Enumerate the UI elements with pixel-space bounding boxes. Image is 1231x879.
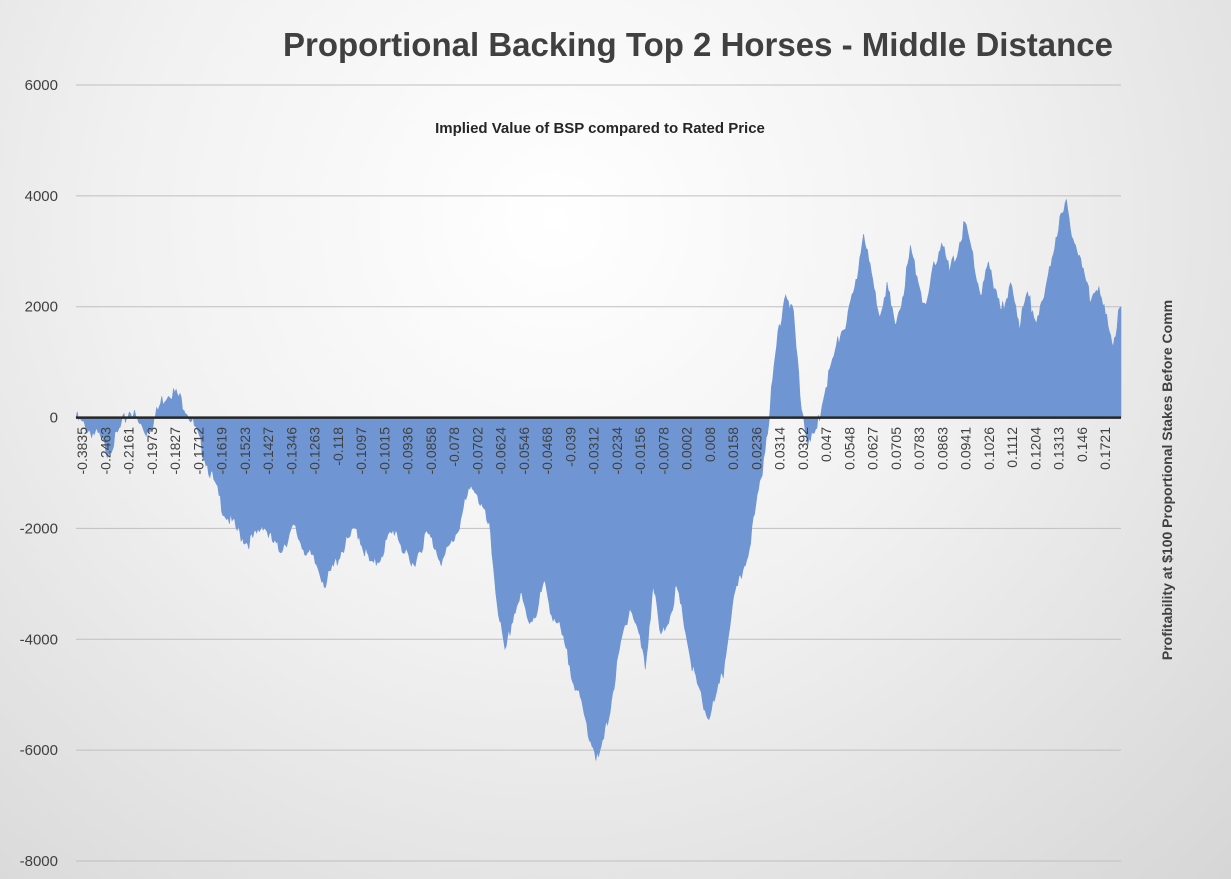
y-tick-label: -4000 — [20, 631, 58, 648]
x-tick-label: -0.0312 — [586, 427, 602, 475]
x-tick-label: -0.118 — [330, 427, 346, 466]
x-tick-label: -0.1712 — [190, 427, 206, 475]
x-tick-label: 0.0002 — [679, 427, 695, 470]
x-tick-label: -0.1827 — [167, 427, 183, 475]
x-tick-label: -0.3835 — [74, 427, 90, 475]
x-tick-label: -0.1263 — [307, 427, 323, 475]
x-tick-label: 0.0863 — [934, 427, 950, 470]
x-tick-label: -0.1523 — [237, 427, 253, 475]
x-tick-label: -0.078 — [446, 427, 462, 467]
x-tick-label: 0.0941 — [958, 427, 974, 470]
x-tick-label: -0.0702 — [469, 427, 485, 475]
x-tick-label: -0.0234 — [609, 427, 625, 475]
x-tick-label: -0.1427 — [260, 427, 276, 475]
x-tick-label: 0.0627 — [865, 427, 881, 470]
x-tick-label: 0.0783 — [911, 427, 927, 470]
x-tick-label: -0.1619 — [214, 427, 230, 475]
x-tick-label: -0.0858 — [423, 427, 439, 475]
x-tick-label: 0.146 — [1074, 427, 1090, 462]
x-tick-label: -0.039 — [562, 427, 578, 467]
chart-title: Proportional Backing Top 2 Horses - Midd… — [282, 26, 1114, 63]
x-tick-label: 0.0314 — [772, 427, 788, 470]
x-tick-label: -0.0468 — [539, 427, 555, 475]
x-tick-label: -0.1015 — [376, 427, 392, 475]
x-tick-label: 0.1026 — [981, 427, 997, 470]
x-tick-label: 0.0548 — [841, 427, 857, 470]
y-tick-label: 0 — [50, 410, 58, 427]
x-tick-label: 0.047 — [818, 427, 834, 462]
x-tick-label: -0.0936 — [400, 427, 416, 475]
y-axis-label: Profitability at $100 Proportional Stake… — [1159, 300, 1175, 660]
x-tick-label: -0.1973 — [144, 427, 160, 475]
x-tick-label: 0.1721 — [1097, 427, 1113, 470]
x-tick-label: -0.0156 — [632, 427, 648, 475]
x-tick-label: 0.1313 — [1051, 427, 1067, 470]
y-tick-label: -6000 — [20, 742, 58, 759]
x-tick-label: 0.008 — [702, 427, 718, 462]
series-area — [75, 199, 1122, 761]
x-tick-label: -0.1346 — [283, 427, 299, 475]
x-tick-label: -0.0624 — [493, 427, 509, 475]
x-tick-label: -0.0078 — [655, 427, 671, 475]
chart-subtitle: Implied Value of BSP compared to Rated P… — [435, 120, 765, 137]
x-tick-label: -0.1097 — [353, 427, 369, 475]
x-tick-label: -0.2161 — [121, 427, 137, 475]
y-tick-label: -8000 — [20, 853, 58, 870]
x-tick-label: 0.0392 — [795, 427, 811, 470]
x-tick-label: -0.0546 — [516, 427, 532, 475]
y-tick-label: 6000 — [25, 77, 58, 94]
x-tick-label: 0.0236 — [748, 427, 764, 470]
x-tick-label: 0.1204 — [1027, 427, 1043, 470]
x-tick-label: -0.2463 — [97, 427, 113, 475]
x-tick-label: 0.0158 — [725, 427, 741, 470]
y-tick-label: 2000 — [25, 299, 58, 316]
y-tick-label: -2000 — [20, 520, 58, 537]
x-tick-label: 0.1112 — [1004, 427, 1020, 468]
y-tick-label: 4000 — [25, 188, 58, 205]
x-tick-label: 0.0705 — [888, 427, 904, 470]
